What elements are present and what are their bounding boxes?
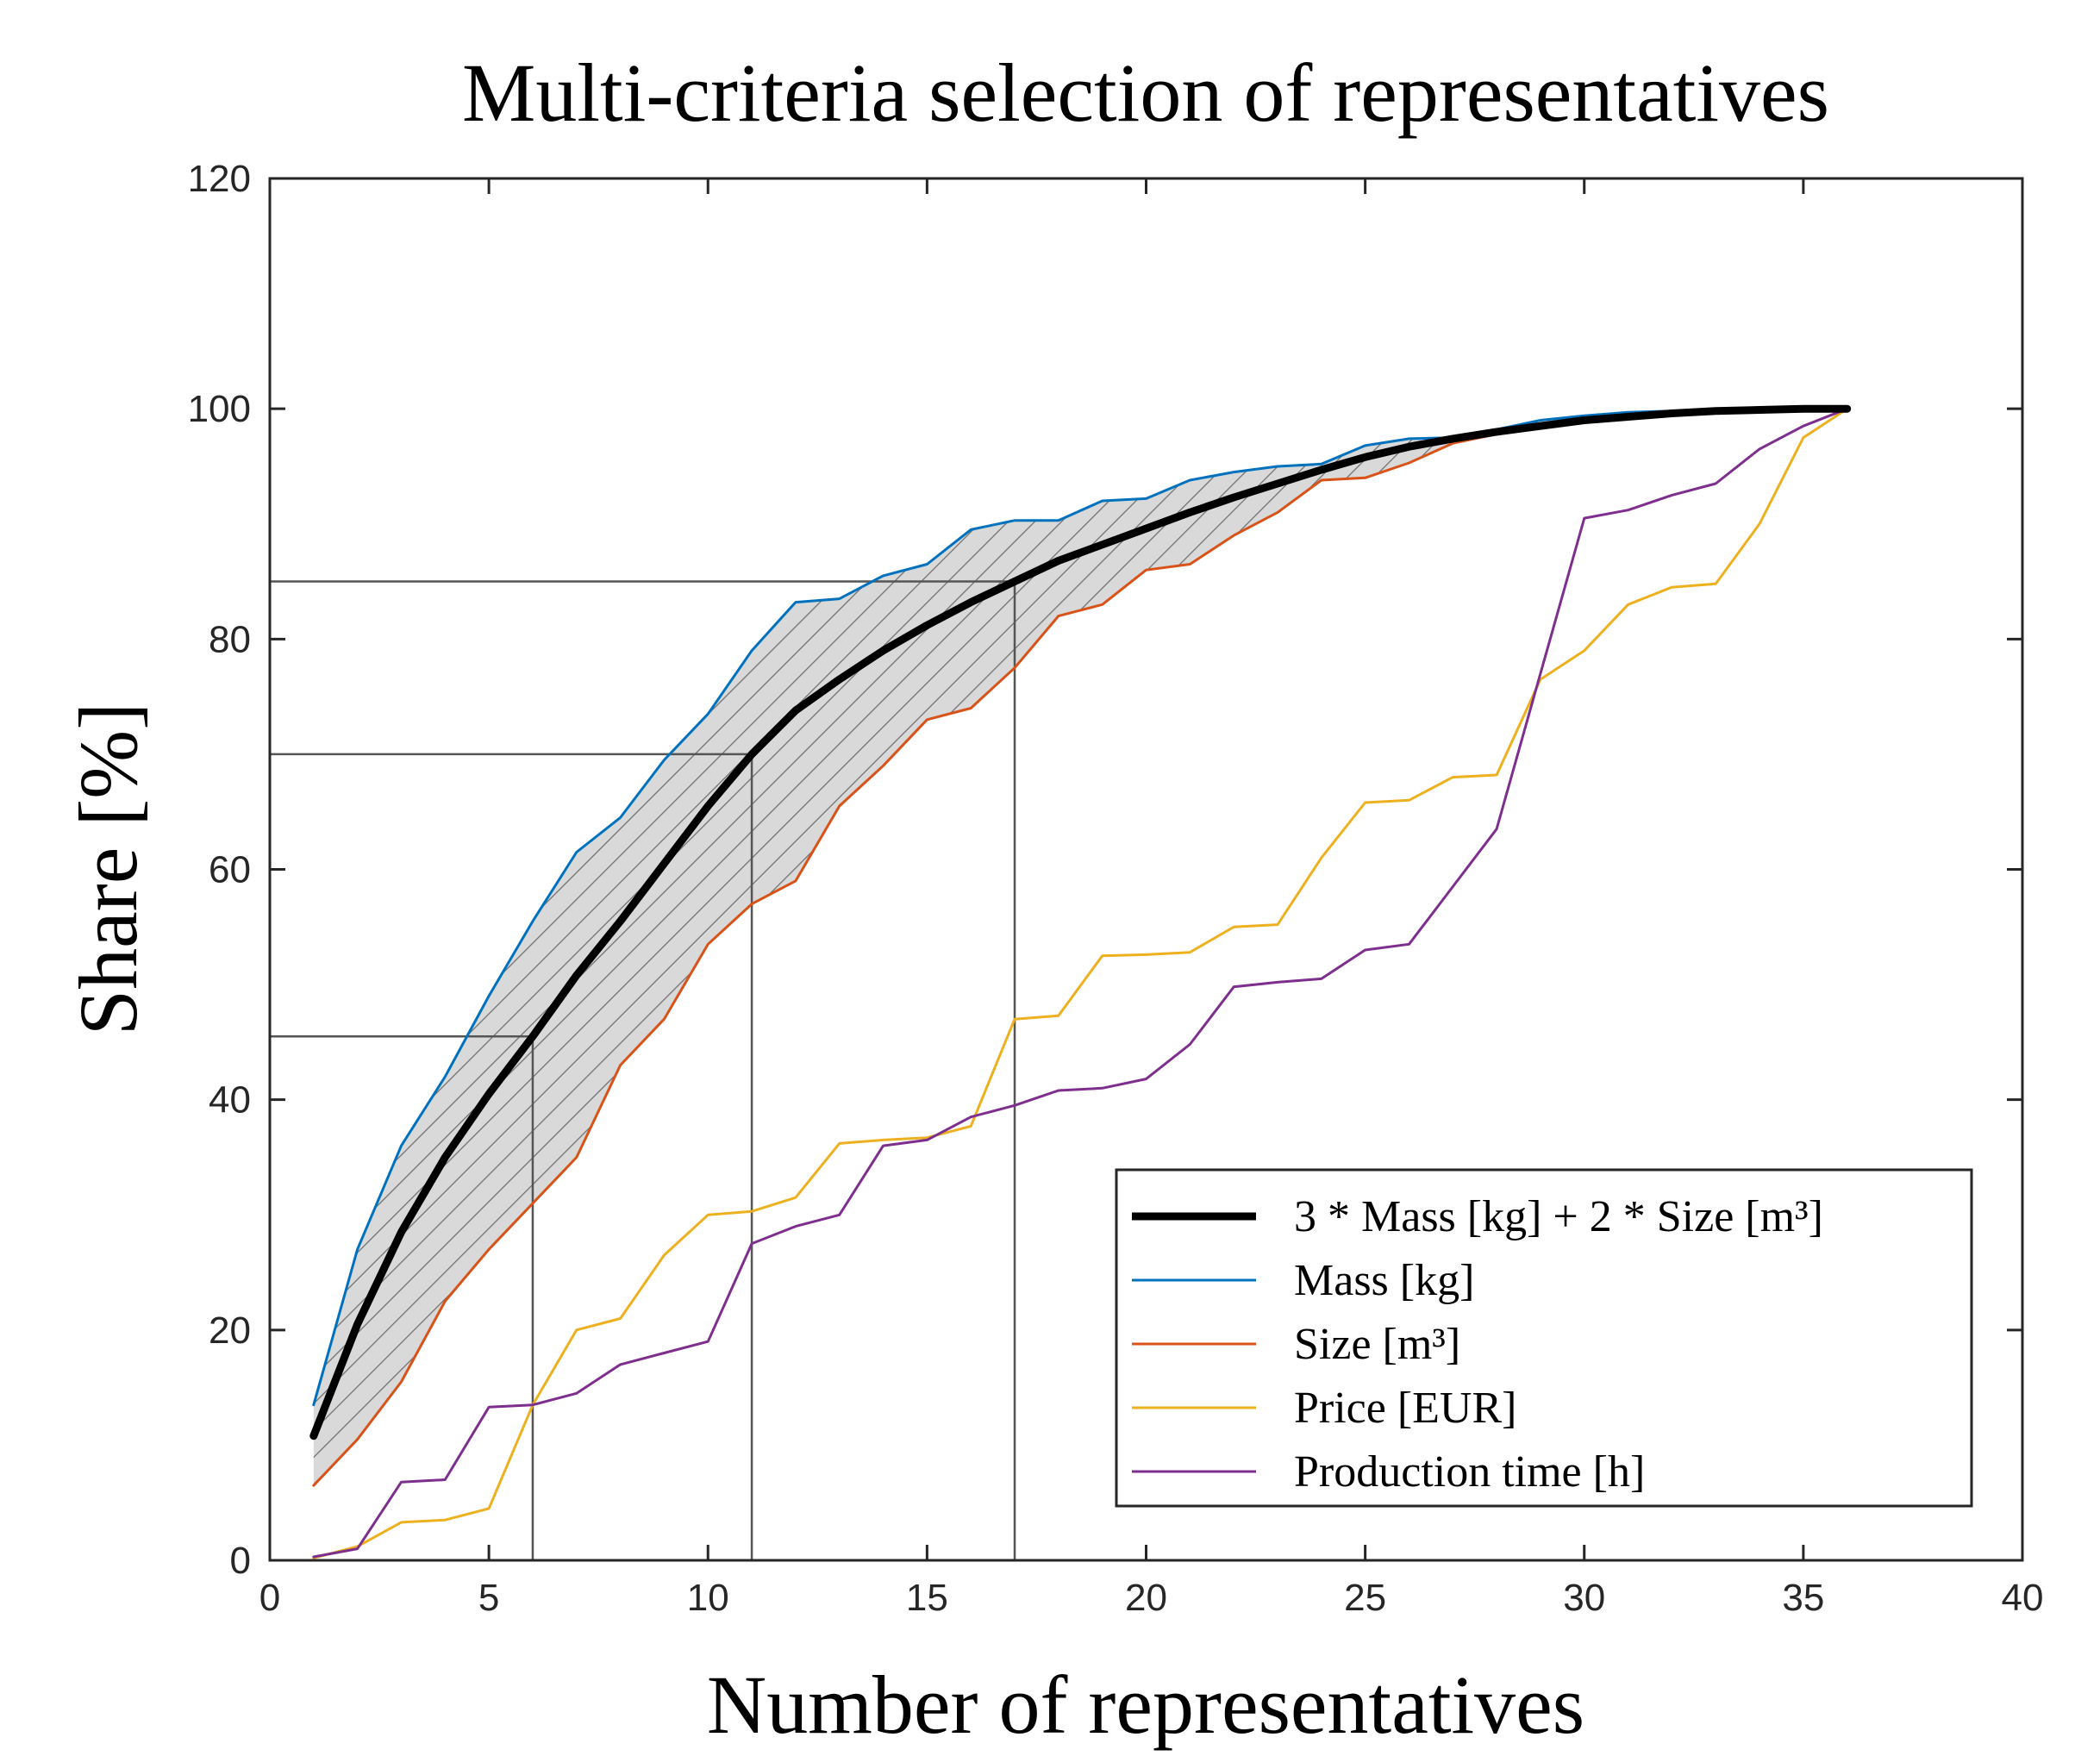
x-tick-label: 30 (1563, 1577, 1605, 1619)
y-tick-label: 60 (209, 849, 251, 891)
series-line-3-mass-kg-2-size-m (309, 404, 1852, 1440)
y-axis-label: Share [%] (62, 703, 154, 1035)
legend-label-size-m: Size [m³] (1294, 1320, 1460, 1369)
y-tick-label: 40 (209, 1079, 251, 1122)
chart-title: Multi-criteria selection of representati… (462, 47, 1829, 139)
series-line-price-eur (312, 407, 1849, 1559)
x-tick-label: 10 (687, 1577, 729, 1619)
x-tick-label: 5 (478, 1577, 499, 1619)
legend-label-price-eur: Price [EUR] (1294, 1384, 1516, 1433)
x-tick-label: 40 (2002, 1577, 2044, 1619)
series-line-production-time-h (312, 407, 1849, 1559)
series-line-mass-kg (312, 407, 1849, 1407)
shaded-band (313, 409, 1847, 1486)
x-axis-label: Number of representatives (707, 1659, 1584, 1751)
y-tick-label: 100 (188, 388, 251, 430)
y-tick-label: 80 (209, 618, 251, 660)
x-tick-label: 15 (906, 1577, 948, 1619)
legend: 3 * Mass [kg] + 2 * Size [m³] Mass [kg] Si… (1115, 1168, 1973, 1508)
x-tick-label: 0 (259, 1577, 280, 1619)
y-tick-label: 20 (209, 1309, 251, 1352)
y-tick-label: 0 (230, 1540, 251, 1582)
y-tick-label: 120 (188, 158, 251, 200)
x-tick-label: 35 (1782, 1577, 1824, 1619)
legend-label-3-mass-kg-2-size-m: 3 * Mass [kg] + 2 * Size [m³] (1294, 1192, 1823, 1241)
legend-box (1115, 1168, 1973, 1508)
legend-label-mass-kg: Mass [kg] (1294, 1256, 1474, 1305)
x-tick-label: 20 (1125, 1577, 1167, 1619)
legend-label-production-time-h: Production time [h] (1294, 1447, 1645, 1497)
x-tick-label: 25 (1344, 1577, 1386, 1619)
